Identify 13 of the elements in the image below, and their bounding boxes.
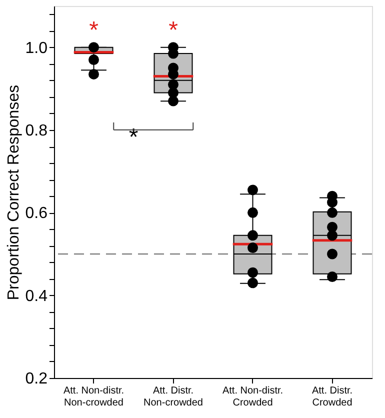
y-tick-label: 0.6 (25, 205, 48, 222)
x-tick-label: Att. Distr. Non-crowded (144, 386, 203, 408)
y-axis-title: Proportion Correct Responses (5, 84, 22, 300)
y-tick-label: 1.0 (25, 40, 48, 57)
x-tick-label: Att. Non-distr. Non-crowded (63, 386, 124, 408)
annotation: * (89, 16, 98, 44)
annotation: * (128, 124, 138, 152)
y-tick-label: 0.2 (25, 370, 48, 388)
y-tick-label: 0.4 (25, 288, 48, 305)
annotation: * (168, 16, 178, 44)
x-tick-label: Att. Distr. Crowded (312, 386, 353, 408)
x-tick-label: Att. Non-distr. Crowded (222, 386, 284, 408)
y-tick-label: 0.8 (25, 122, 48, 140)
